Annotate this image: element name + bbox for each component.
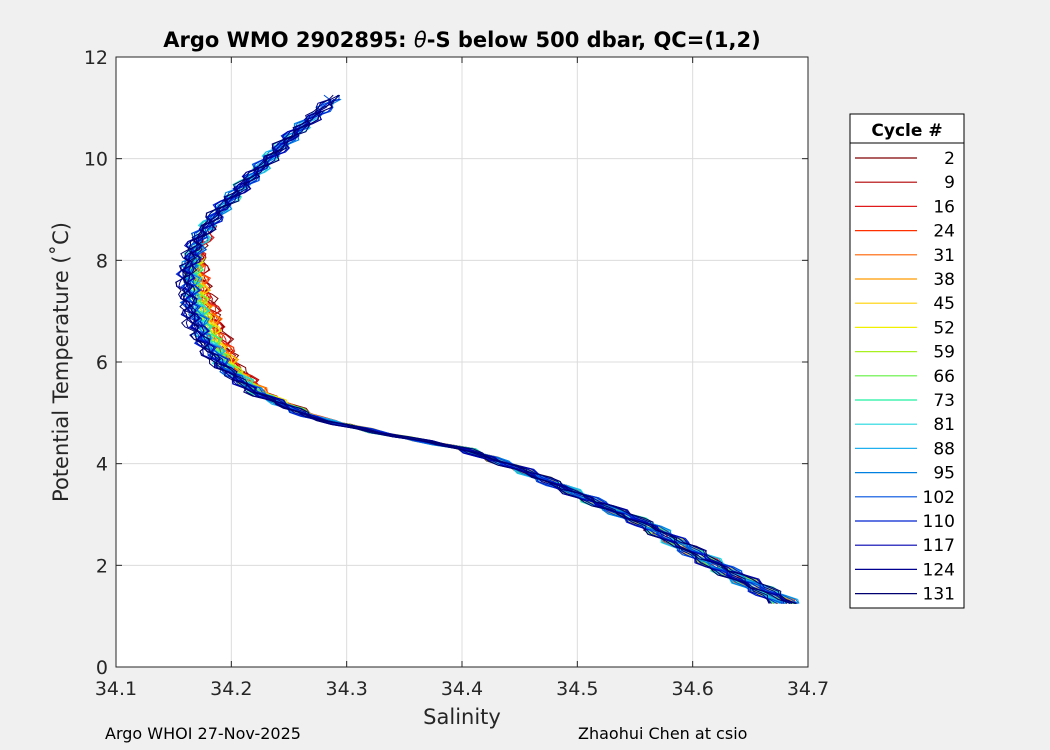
legend-label: 9 (944, 173, 955, 193)
legend: Cycle # 2 9 16 24 31 38 45 52 59 66 73 81 88 95 102 110… (849, 113, 965, 609)
y-tick-labels: 0 2 4 6 8 10 12 (84, 47, 108, 679)
y-tick-label: 8 (96, 250, 108, 272)
legend-label: 59 (933, 343, 955, 363)
legend-label: 38 (933, 270, 955, 290)
y-tick-label: 4 (96, 454, 108, 476)
profile-line-cycle-131 (178, 94, 793, 604)
legend-label: 2 (944, 149, 955, 169)
x-tick-label: 34.3 (326, 678, 368, 700)
y-tick-label: 2 (96, 555, 108, 577)
legend-label: 16 (933, 197, 955, 217)
legend-title: Cycle # (871, 121, 942, 141)
y-tick-label: 12 (84, 47, 108, 69)
legend-items: 2 9 16 24 31 38 45 52 59 66 73 81 88 95 102 110 117 124 13… (855, 149, 955, 605)
x-tick-label: 34.1 (95, 678, 137, 700)
profiles (175, 94, 800, 604)
y-tick-label: 6 (96, 352, 108, 374)
legend-box (849, 113, 965, 609)
x-tick-label: 34.2 (210, 678, 252, 700)
legend-label: 131 (923, 585, 955, 605)
y-tick-label: 10 (84, 149, 108, 171)
x-tick-label: 34.6 (672, 678, 714, 700)
y-axis-label: Potential Temperature (˚C) (49, 222, 73, 502)
legend-label: 102 (923, 488, 955, 508)
legend-label: 95 (933, 464, 955, 484)
legend-label: 81 (933, 415, 955, 435)
axes-box (115, 56, 809, 668)
x-tick-label: 34.7 (787, 678, 829, 700)
legend-label: 24 (933, 222, 955, 242)
legend-label: 110 (923, 512, 955, 532)
legend-label: 31 (933, 246, 955, 266)
legend-label: 117 (923, 536, 955, 556)
legend-label: 124 (923, 560, 955, 580)
legend-label: 52 (933, 318, 955, 338)
chart-title: Argo WMO 2902895: θ-S below 500 dbar, QC… (163, 28, 760, 52)
x-tick-label: 34.5 (556, 678, 598, 700)
footer-left-credit: Argo WHOI 27-Nov-2025 (105, 724, 301, 743)
x-axis-label: Salinity (423, 705, 501, 729)
x-tick-label: 34.4 (441, 678, 483, 700)
legend-label: 66 (933, 367, 955, 387)
legend-label: 73 (933, 391, 955, 411)
legend-label: 45 (933, 294, 955, 314)
profile-line-cycle-131 (181, 94, 797, 604)
footer-right-credit: Zhaohui Chen at csio (578, 724, 748, 743)
legend-label: 88 (933, 439, 955, 459)
y-tick-label: 0 (96, 657, 108, 679)
x-tick-labels: 34.1 34.2 34.3 34.4 34.5 34.6 34.7 (95, 678, 829, 700)
